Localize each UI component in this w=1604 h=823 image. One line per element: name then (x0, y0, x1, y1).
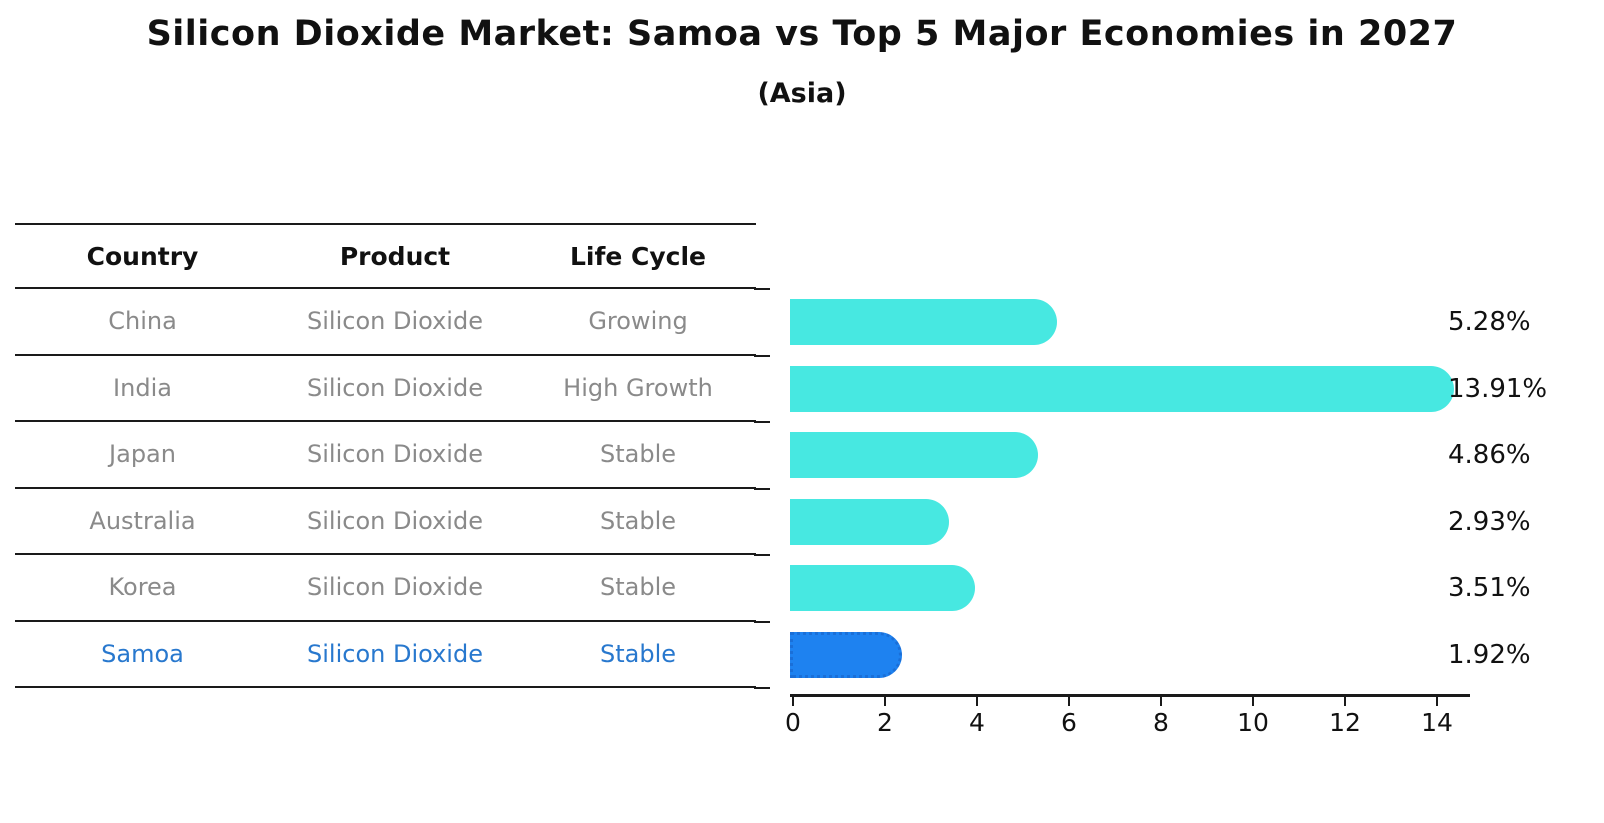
bar-value-label: 4.86% (1448, 440, 1531, 471)
x-axis-line (790, 694, 1470, 697)
bar-value-label: 2.93% (1448, 506, 1531, 537)
bar-australia (790, 498, 949, 545)
table-row: Australia Silicon Dioxide Stable (15, 489, 756, 555)
x-axis-tick (792, 697, 794, 706)
table-cell-product: Silicon Dioxide (307, 573, 483, 602)
x-axis-tick (1436, 697, 1438, 706)
x-axis-tick-label: 12 (1329, 708, 1361, 737)
table-body: China Silicon Dioxide Growing India Silicon … (15, 289, 756, 688)
table-cell-life-cycle: Growing (588, 307, 688, 336)
bar-value-label: 5.28% (1448, 307, 1531, 338)
bar-japan (790, 432, 1038, 479)
x-axis-tick-label: 2 (877, 708, 893, 737)
bar-korea (790, 565, 976, 612)
table-cell-country: Australia (89, 506, 196, 535)
y-axis-tick (754, 620, 770, 623)
y-axis-tick (754, 288, 770, 290)
chart-title: Silicon Dioxide Market: Samoa vs Top 5 M… (146, 14, 1458, 54)
table-cell-country: Japan (109, 440, 176, 469)
x-axis-tick-label: 6 (1061, 708, 1077, 737)
x-axis-tick-label: 4 (969, 708, 985, 737)
chart-subtitle: (Asia) (757, 78, 847, 109)
table-cell-country: India (113, 373, 172, 402)
x-axis-tick (1160, 697, 1162, 706)
bar-china (790, 299, 1057, 346)
x-axis-tick (1068, 697, 1070, 706)
y-axis-tick (754, 487, 770, 490)
table-cell-life-cycle: Stable (599, 573, 677, 602)
x-axis-tick-label: 8 (1153, 708, 1169, 737)
table-row: Korea Silicon Dioxide Stable (15, 555, 756, 622)
bar-india (790, 365, 1454, 412)
table-row: India Silicon Dioxide High Growth (15, 356, 756, 422)
table-cell-life-cycle: Stable (599, 506, 677, 535)
column-header-country: Country (86, 241, 199, 271)
table-cell-product: Silicon Dioxide (307, 506, 483, 535)
table-cell-life-cycle: Stable (599, 440, 677, 469)
x-axis-tick (1344, 697, 1346, 706)
table-cell-country: China (108, 307, 177, 336)
bar-value-label: 13.91% (1448, 373, 1548, 404)
bar-value-label: 3.51% (1448, 573, 1531, 604)
y-axis-tick (754, 421, 770, 423)
table-row: Samoa Silicon Dioxide Stable (15, 622, 756, 688)
table-row: Japan Silicon Dioxide Stable (15, 422, 756, 489)
table-cell-product: Silicon Dioxide (307, 307, 483, 336)
table-cell-product: Silicon Dioxide (307, 373, 483, 402)
table-cell-country: Samoa (101, 639, 184, 668)
table-cell-life-cycle: Stable (599, 639, 677, 668)
table-cell-product: Silicon Dioxide (307, 639, 483, 668)
x-axis-tick (976, 697, 978, 706)
x-axis-tick-label: 10 (1237, 708, 1269, 737)
table-row: China Silicon Dioxide Growing (15, 289, 756, 356)
x-axis-tick-label: 0 (785, 708, 801, 737)
table-cell-country: Korea (108, 573, 177, 602)
y-axis-tick (754, 687, 770, 689)
column-header-life-cycle: Life Cycle (569, 241, 707, 271)
bar-value-label: 1.92% (1448, 639, 1531, 670)
column-header-product: Product (339, 241, 451, 271)
bar-samoa (790, 631, 903, 678)
x-axis-tick (1252, 697, 1254, 706)
table-cell-product: Silicon Dioxide (307, 440, 483, 469)
x-axis-tick (884, 697, 886, 706)
y-axis-tick (754, 354, 770, 357)
y-axis-tick (754, 554, 770, 556)
table-header-row: Country Product Life Cycle (15, 223, 756, 289)
x-axis-tick-label: 14 (1421, 708, 1453, 737)
table-cell-life-cycle: High Growth (563, 373, 713, 402)
country-table: Country Product Life Cycle China Silicon … (15, 223, 756, 688)
